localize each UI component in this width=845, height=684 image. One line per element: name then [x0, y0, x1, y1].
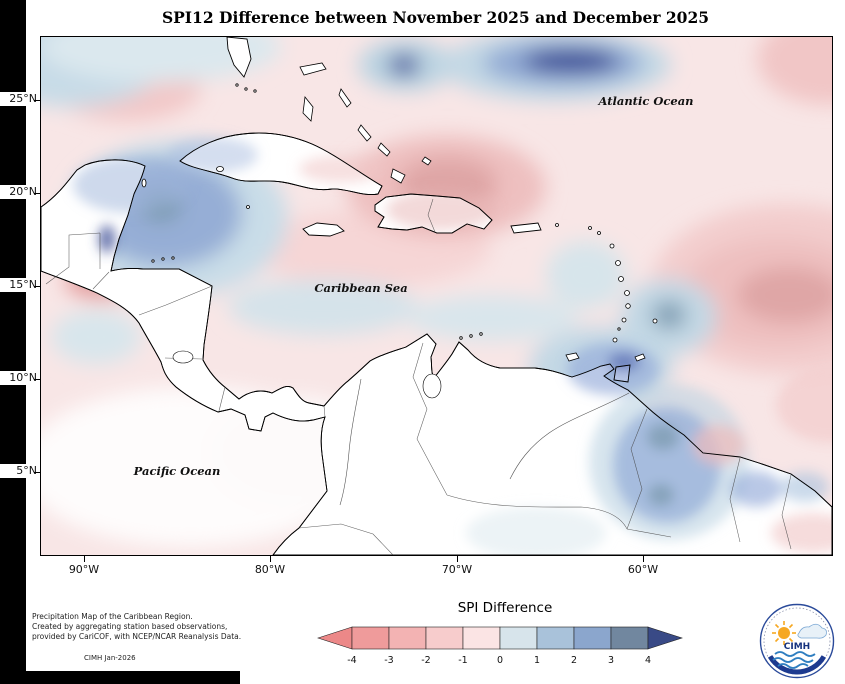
attribution-line: Created by aggregating station based obs… — [32, 622, 228, 631]
colorbar-segment — [573, 626, 612, 650]
lat-tick — [34, 193, 41, 194]
atlantic-ocean-label: Atlantic Ocean — [597, 94, 693, 108]
lat-label-10n: 10°N — [0, 371, 39, 385]
colorbar-tick: 0 — [497, 655, 503, 666]
cimh-logo: CIMH — [759, 603, 835, 679]
lon-tick — [457, 556, 458, 562]
caribbean-map: Atlantic Ocean Caribbean Sea Pacific Oce… — [0, 11, 845, 559]
colorbar-tick: 2 — [571, 655, 577, 666]
colorbar-segment — [499, 626, 538, 650]
map-frame: Atlantic Ocean Caribbean Sea Pacific Oce… — [0, 11, 845, 559]
lat-label-20n: 20°N — [0, 185, 39, 199]
left-black-bar — [0, 0, 26, 684]
page-title: SPI12 Difference between November 2025 a… — [161, 8, 710, 27]
bottom-black-bar — [26, 671, 240, 684]
colorbar-tick: -2 — [421, 655, 430, 666]
colorbar-tick: -4 — [347, 655, 356, 666]
colorbar-arrow-left — [317, 626, 353, 650]
cloud-icon — [797, 623, 827, 639]
lat-label-25n: 25°N — [0, 92, 39, 106]
rivers — [339, 378, 630, 506]
lakes — [172, 350, 442, 399]
logo-ring-text — [763, 607, 831, 675]
lon-label-60w: 60°W — [627, 563, 659, 576]
lat-tick — [34, 100, 41, 101]
colorbar-segment — [536, 626, 575, 650]
attribution-line: Precipitation Map of the Caribbean Regio… — [32, 612, 193, 621]
lat-tick — [34, 379, 41, 380]
lon-tick — [84, 556, 85, 562]
colorbar-tick: 1 — [534, 655, 540, 666]
attribution-text: Precipitation Map of the Caribbean Regio… — [32, 612, 241, 642]
caribbean-sea-label: Caribbean Sea — [314, 281, 407, 295]
lat-tick — [34, 286, 41, 287]
colorbar-segment — [351, 626, 390, 650]
logo-outer-ring — [759, 603, 835, 679]
lon-label-80w: 80°W — [254, 563, 286, 576]
colorbar-tick: -3 — [384, 655, 393, 666]
colorbar-segment — [610, 626, 649, 650]
colorbar-segment — [425, 626, 464, 650]
small-islands — [141, 62, 658, 362]
lon-tick — [270, 556, 271, 562]
lat-tick — [34, 472, 41, 473]
credit-text: CIMH Jan-2026 — [84, 654, 136, 662]
colorbar-title: SPI Difference — [457, 600, 553, 616]
lon-label-70w: 70°W — [441, 563, 473, 576]
lon-label-90w: 90°W — [68, 563, 100, 576]
colorbar-segment — [462, 626, 501, 650]
logo-text: CIMH — [784, 642, 810, 652]
attribution-line: provided by CariCOF, with NCEP/NCAR Rean… — [32, 632, 242, 641]
colorbar-segment — [388, 626, 427, 650]
pacific-ocean-label: Pacific Ocean — [133, 464, 221, 478]
waves-icon — [772, 651, 816, 669]
spi-colorbar: -4 -3 -2 -1 0 1 2 3 4 — [317, 626, 683, 666]
logo-bottom-arc — [763, 607, 831, 675]
country-borders — [45, 198, 792, 556]
land-overlay-blobs — [73, 137, 845, 559]
colorbar-tick: -1 — [458, 655, 467, 666]
lat-label-15n: 15°N — [0, 278, 39, 292]
sun-icon — [772, 621, 796, 645]
colorbar-arrow-right — [647, 626, 683, 650]
colorbar-tick: 3 — [608, 655, 614, 666]
lon-tick — [643, 556, 644, 562]
lat-label-5n: 5°N — [0, 464, 39, 478]
colorbar-tick: 4 — [645, 655, 651, 666]
